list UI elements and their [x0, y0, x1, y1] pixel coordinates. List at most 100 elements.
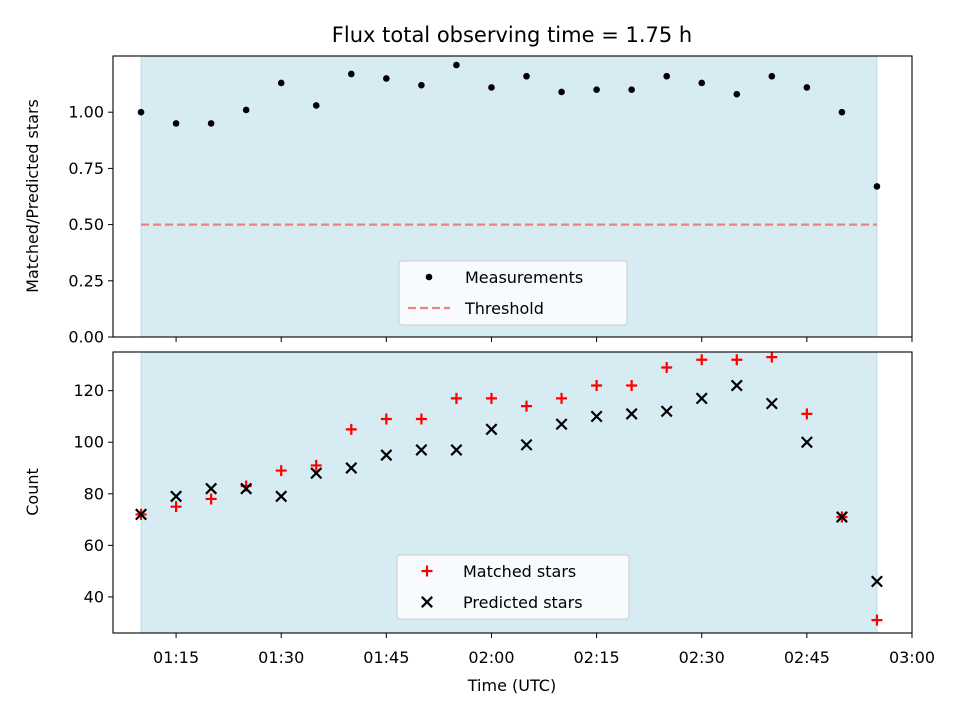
legend-predicted-swatch [421, 596, 433, 608]
bottom-y-axis-label: Count [23, 468, 42, 516]
predicted-star-point [275, 490, 288, 503]
legend-label: Measurements [465, 268, 583, 287]
y-tick-label: 60 [84, 536, 104, 555]
x-tick-label: 01:45 [363, 648, 409, 667]
predicted-star-point [695, 392, 708, 405]
matched-star-point [591, 380, 603, 392]
matched-star-point [310, 459, 322, 471]
measurement-point [488, 84, 495, 91]
matched-star-point [380, 413, 392, 425]
y-tick-label: 100 [73, 433, 104, 452]
y-tick-label: 1.00 [68, 103, 104, 122]
matched-star-point [415, 413, 427, 425]
matched-star-point [556, 392, 568, 404]
predicted-star-point [415, 443, 428, 456]
legend-label: Threshold [464, 299, 544, 318]
measurement-point [873, 183, 881, 190]
measurement-point [383, 75, 390, 82]
predicted-star-point [800, 436, 813, 449]
measurement-point [277, 79, 285, 87]
y-tick-label: 40 [84, 587, 104, 606]
predicted-star-point [625, 407, 638, 420]
legend: Matched stars Predicted stars [396, 554, 630, 620]
legend-label: Predicted stars [463, 593, 583, 612]
matched-star-point [661, 361, 673, 373]
bottom-panel: 40 60 80 100 120 01:15 01:30 01:45 02:00 02:15 02:… [73, 351, 935, 667]
top-y-axis-label: Matched/Predicted stars [23, 99, 42, 293]
measurement-point [137, 108, 145, 116]
measurement-point [733, 90, 741, 98]
matched-star-point [871, 614, 883, 626]
chart-title: Flux total observing time = 1.75 h [332, 23, 692, 47]
predicted-star-point [730, 379, 743, 392]
measurement-point [628, 86, 635, 94]
legend-matched-swatch [421, 565, 433, 577]
legend-label: Matched stars [463, 562, 576, 581]
measurement-point [558, 88, 565, 96]
predicted-star-point [205, 482, 218, 495]
predicted-star-point [310, 467, 323, 480]
measurement-point [172, 120, 180, 127]
x-tick-label: 02:00 [468, 648, 514, 667]
predicted-star-point [240, 482, 253, 495]
predicted-star-point [345, 462, 358, 474]
y-tick-label: 80 [84, 484, 104, 503]
measurement-point [418, 81, 425, 89]
axes-frame [112, 55, 913, 338]
matched-star-point [696, 354, 708, 366]
predicted-star-point [380, 449, 393, 462]
predicted-star-point [590, 410, 603, 423]
y-tick-label: 0.25 [68, 271, 104, 290]
matched-star-point [345, 423, 357, 435]
legend-measurement-swatch [425, 273, 433, 281]
predicted-star-point [485, 423, 498, 436]
legend-box [398, 260, 628, 326]
x-tick-label: 01:15 [153, 648, 199, 667]
predicted-star-point [170, 490, 183, 503]
matched-star-point [801, 408, 813, 420]
x-tick-label: 02:30 [679, 648, 725, 667]
measurement-point [453, 61, 460, 69]
measurement-point [838, 108, 846, 116]
predicted-star-point [135, 508, 148, 521]
predicted-star-point [660, 405, 673, 418]
predicted-star-point [450, 443, 463, 456]
x-axis-label: Time (UTC) [467, 676, 556, 695]
measurement-point [663, 72, 670, 80]
matched-star-point [731, 354, 743, 366]
y-tick-label: 0.50 [68, 215, 104, 234]
matched-star-point [521, 400, 533, 412]
measurement-point [312, 102, 320, 109]
matched-star-point [450, 392, 462, 404]
x-tick-label: 02:45 [784, 648, 830, 667]
matched-star-point [205, 493, 217, 505]
top-panel: 0.00 0.25 0.50 0.75 1.00 Measurements Threshol… [68, 55, 913, 347]
predicted-star-point [765, 397, 778, 410]
legend-box [396, 554, 630, 620]
measurement-point [768, 72, 776, 80]
measurement-point [523, 72, 530, 80]
measurement-point [803, 84, 811, 91]
x-tick-label: 02:15 [574, 648, 620, 667]
measurement-point [207, 120, 215, 127]
matched-star-point [766, 351, 778, 363]
measurement-point [242, 106, 250, 114]
predicted-star-point [520, 438, 533, 451]
y-tick-label: 0.00 [68, 328, 104, 347]
matched-star-point [626, 380, 638, 392]
x-tick-label: 01:30 [258, 648, 304, 667]
y-tick-label: 120 [73, 381, 104, 400]
x-tick-label: 03:00 [889, 648, 935, 667]
measurement-point [347, 70, 355, 78]
matched-star-point [275, 465, 287, 477]
axes-frame [112, 351, 913, 634]
legend: Measurements Threshold [398, 260, 628, 326]
predicted-star-point [835, 511, 848, 523]
predicted-star-point [555, 418, 568, 431]
matched-star-point [485, 392, 497, 404]
y-tick-label: 0.75 [68, 159, 104, 178]
matched-star-point [170, 501, 182, 513]
measurement-point [593, 86, 600, 94]
predicted-star-point [870, 575, 883, 588]
